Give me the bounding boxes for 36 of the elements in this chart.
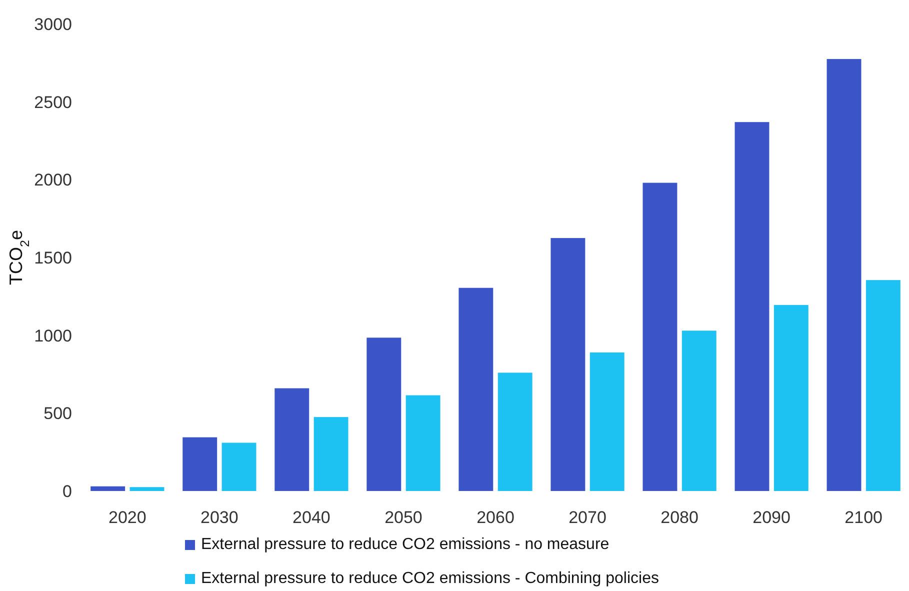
bar	[90, 486, 126, 491]
x-tick-label: 2090	[752, 508, 790, 527]
bar	[314, 417, 348, 491]
bar	[866, 280, 900, 491]
bar	[366, 338, 402, 491]
y-tick-label: 2500	[34, 92, 72, 112]
bar	[182, 437, 218, 491]
bar	[826, 59, 862, 491]
x-tick-label: 2040	[292, 508, 330, 527]
legend-label: External pressure to reduce CO2 emissions - Combining policies	[201, 570, 659, 587]
bar	[550, 238, 586, 491]
x-tick-label: 2080	[660, 508, 698, 527]
bar	[682, 330, 716, 491]
y-tick-label: 1500	[34, 248, 72, 268]
bar	[274, 388, 310, 491]
x-tick-label: 2030	[200, 508, 238, 527]
y-tick-label: 1000	[34, 326, 72, 346]
bar	[498, 372, 532, 491]
bar	[222, 442, 256, 491]
bar	[642, 182, 678, 491]
y-tick-label: 2000	[34, 170, 72, 190]
bar	[406, 395, 440, 491]
y-tick-label: 500	[44, 404, 72, 424]
y-tick-label: 0	[62, 482, 72, 501]
bar	[130, 487, 164, 491]
legend-label: External pressure to reduce CO2 emissions - no measure	[201, 536, 610, 553]
bar	[774, 304, 808, 491]
x-tick-label: 2050	[384, 508, 422, 527]
x-tick-label: 2020	[108, 508, 146, 527]
x-tick-label: 2100	[844, 508, 883, 527]
y-tick-label: 3000	[34, 14, 72, 34]
bar	[734, 122, 770, 491]
bar	[590, 352, 624, 491]
x-tick-label: 2070	[568, 508, 606, 527]
bar	[458, 288, 494, 491]
x-tick-label: 2060	[476, 508, 514, 527]
